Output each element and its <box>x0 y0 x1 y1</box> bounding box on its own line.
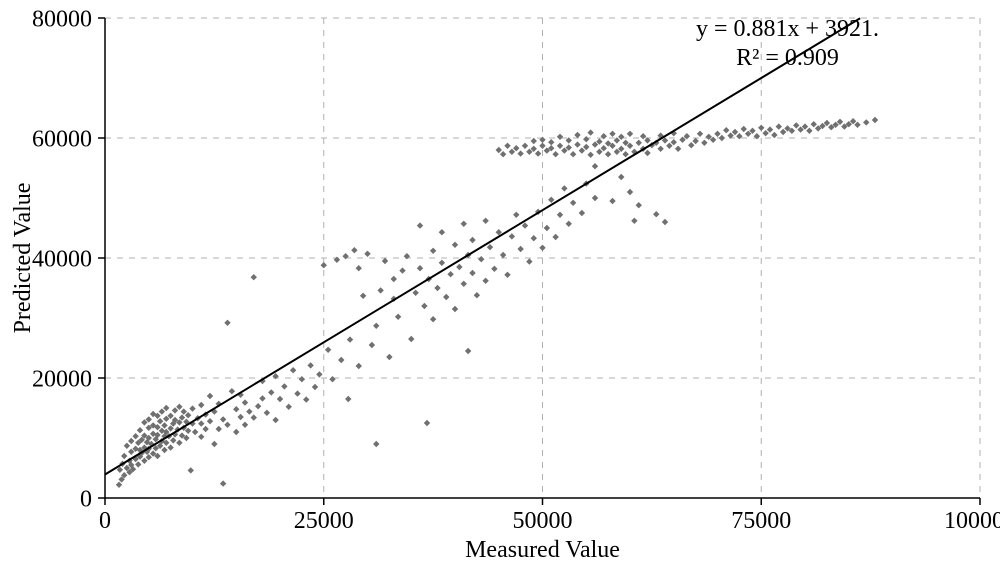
svg-text:0: 0 <box>99 508 111 534</box>
svg-text:80000: 80000 <box>32 6 92 32</box>
svg-text:75000: 75000 <box>731 508 791 534</box>
plot-bg <box>0 0 1000 564</box>
scatter-chart: 0 25000 50000 75000 100000 0 20000 40000 60000 80… <box>0 0 1000 564</box>
svg-text:25000: 25000 <box>294 508 354 534</box>
svg-text:100000: 100000 <box>944 508 1000 534</box>
chart-svg: 0 25000 50000 75000 100000 0 20000 40000 60000 80… <box>0 0 1000 564</box>
svg-text:0: 0 <box>80 486 92 512</box>
svg-text:50000: 50000 <box>513 508 573 534</box>
svg-text:40000: 40000 <box>32 246 92 272</box>
equation-annotation: y = 0.881x + 3921. <box>696 16 879 42</box>
r-squared-annotation: R² = 0.909 <box>736 45 839 71</box>
y-axis-label: Predicted Value <box>10 183 36 334</box>
x-axis-label: Measured Value <box>465 537 620 563</box>
svg-text:20000: 20000 <box>32 366 92 392</box>
svg-text:60000: 60000 <box>32 126 92 152</box>
